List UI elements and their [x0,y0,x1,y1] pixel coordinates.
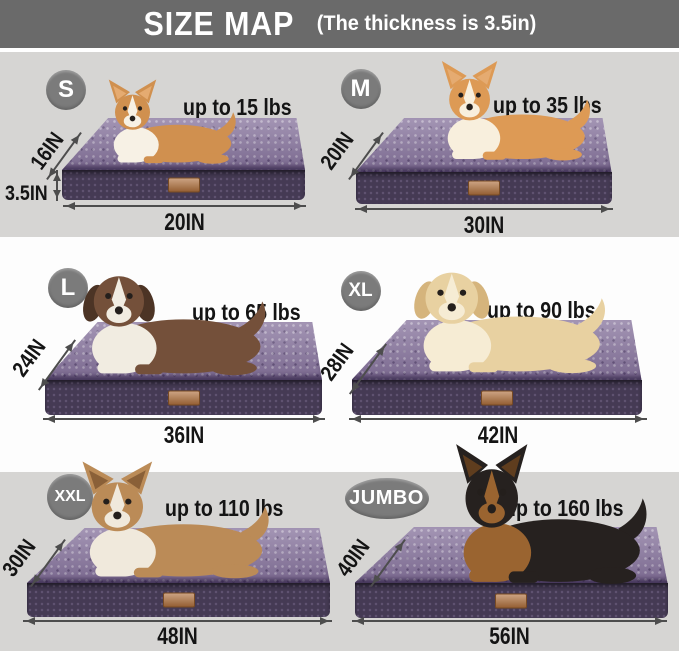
row-xxl-jumbo: XXL up to 110 lbs 30IN 48IN JUMBO up to … [0,444,679,651]
width-dimension-arrow [43,415,325,423]
brand-tag-icon [167,390,200,405]
bed-front-side [62,170,305,200]
bed-front-side [45,380,322,415]
row-small-medium: S up to 15 lbs 16IN 3.5IN 20IN M up to 3… [0,52,679,239]
size-badge-m: M [340,69,381,109]
width-dimension-arrow [351,617,667,625]
width-dimension-arrow [23,617,332,625]
width-dimension-arrow [348,415,647,423]
header-title: SIZE MAP [143,5,295,42]
width-dimension-label: 36IN [163,422,205,449]
doberman-illustration [455,444,647,584]
capacity-label-jumbo: up to 160 lbs [503,495,624,521]
width-dimension-label: 30IN [463,212,504,239]
brand-tag-icon [162,592,195,608]
width-dimension-label: 20IN [164,209,205,236]
bed-front-side [355,172,612,204]
capacity-label-l: up to 65 lbs [192,299,301,325]
alaskan-malamute-illustration [82,461,269,579]
golden-retriever-illustration [409,272,605,374]
header: SIZE MAP (The thickness is 3.5in) [0,0,679,48]
section-size-s: S up to 15 lbs 16IN 3.5IN 20IN [0,52,340,237]
capacity-label-s: up to 15 lbs [183,94,292,120]
width-dimension-label: 56IN [488,623,530,650]
section-size-xxl: XXL up to 110 lbs 30IN 48IN [0,461,340,651]
thickness-label: 3.5IN [5,182,48,205]
row-large-xlarge: L up to 65 lbs 24IN 36IN XL up to 90 lbs [0,237,679,472]
thickness-arrow [53,170,61,201]
header-subtitle: (The thickness is 3.5in) [316,12,537,35]
size-badge-jumbo: JUMBO [344,478,429,519]
brand-tag-icon [467,180,500,196]
bed-front-side [354,583,668,618]
section-size-m: M up to 35 lbs 20IN 30IN [315,52,679,239]
size-badge-xl: XL [340,271,381,311]
width-dimension-arrow [354,205,613,213]
brand-tag-icon [167,177,200,193]
size-badge-s: S [46,70,86,110]
size-badge-xxl: XXL [47,474,93,520]
section-size-jumbo: JUMBO up to 160 lbs 40IN 56IN [331,444,679,651]
corgi-illustration [108,79,236,164]
brand-tag-icon [495,593,527,608]
bed-front-side [27,583,330,617]
australian-shepherd-illustration [79,276,266,376]
section-size-xl: XL up to 90 lbs 28IN 42IN [315,237,679,472]
header-divider [0,48,679,52]
section-size-l: L up to 65 lbs 24IN 36IN [0,237,340,472]
bed-front-side [351,380,642,415]
brand-tag-icon [480,390,513,405]
width-dimension-arrow [63,202,306,210]
size-badge-l: L [48,268,88,308]
width-dimension-label: 42IN [477,422,518,449]
shiba-inu-illustration [441,60,590,161]
width-dimension-label: 48IN [157,623,198,650]
